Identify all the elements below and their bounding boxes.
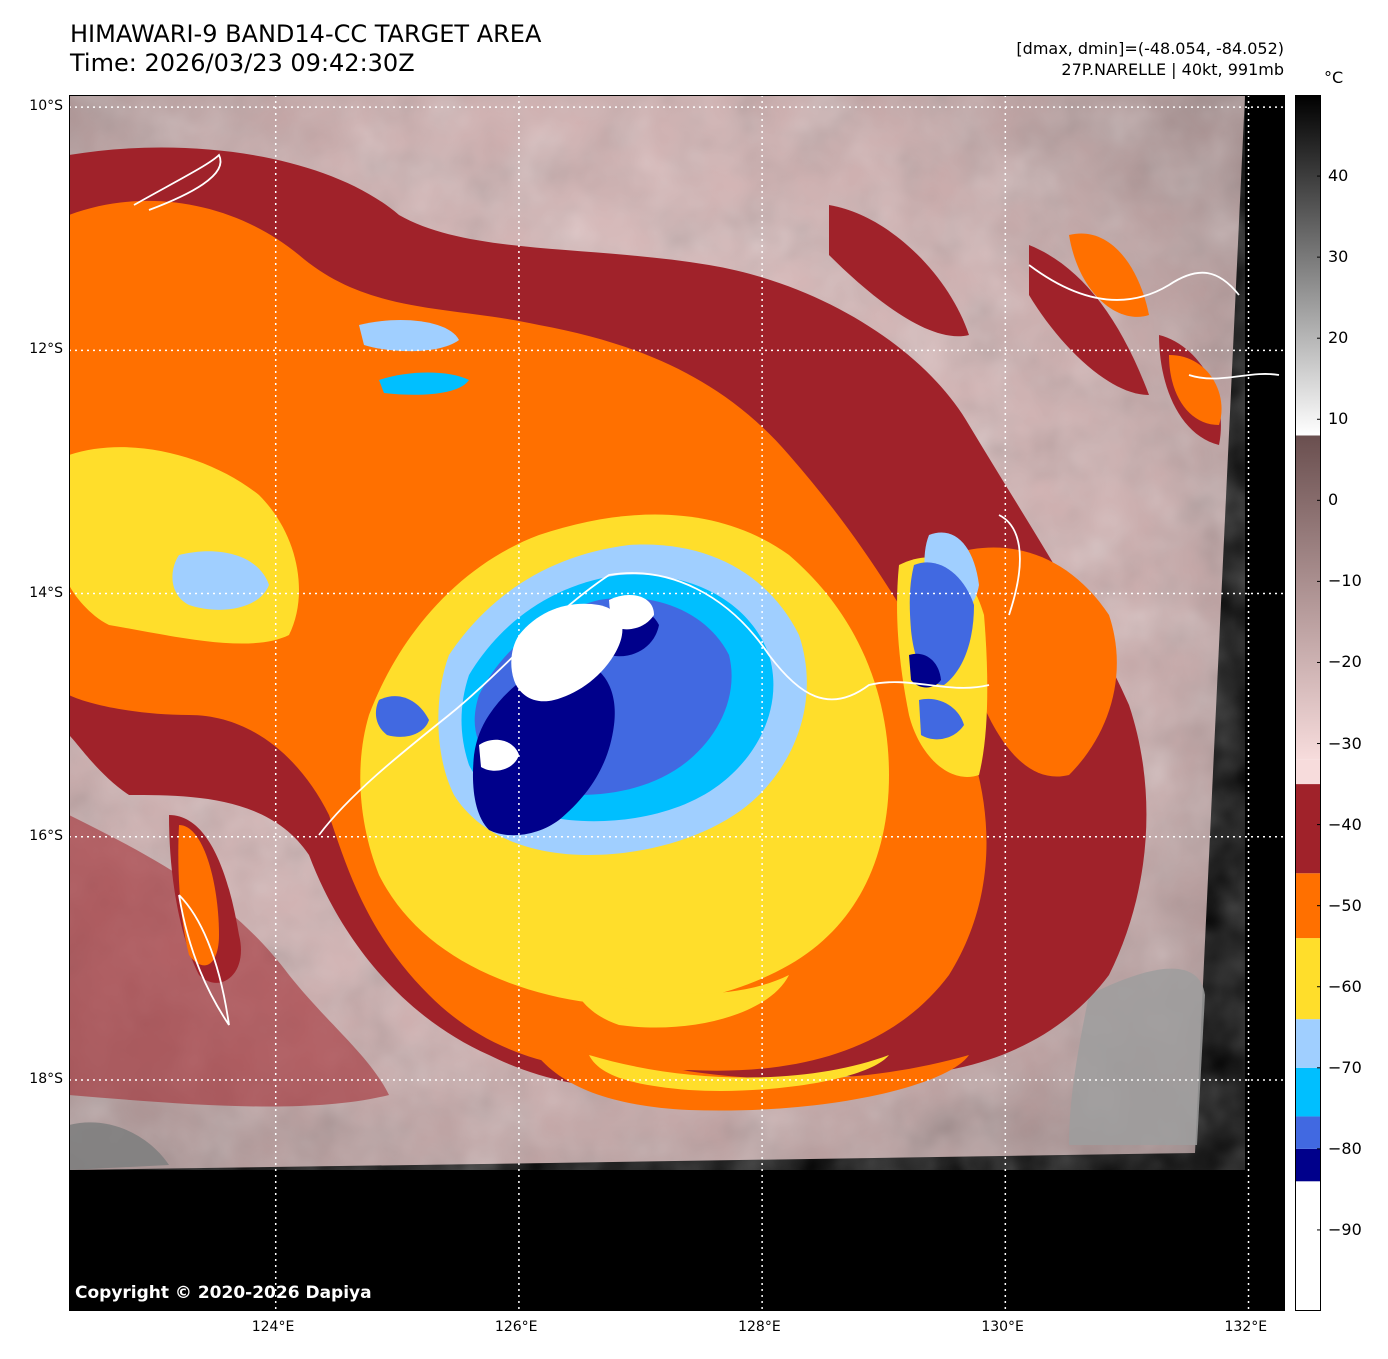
map-title: HIMAWARI-9 BAND14-CC TARGET AREA Time: 2… (70, 20, 541, 78)
copyright-text: Copyright © 2020-2026 Dapiya (75, 1283, 372, 1303)
colorbar-tick-label: −40 (1328, 814, 1362, 834)
colorbar-segment (1295, 873, 1321, 939)
lat-tick-label: 14°S (29, 584, 63, 601)
colorbar-tick-label: −50 (1328, 895, 1362, 915)
map-frame (69, 95, 1285, 1311)
colorbar-segment (1295, 435, 1321, 760)
colorbar-tick-label: −20 (1328, 652, 1362, 672)
satellite-image (69, 95, 1285, 1311)
lat-tick-label: 10°S (29, 98, 63, 115)
colorbar-tick-label: −10 (1328, 571, 1362, 591)
colorbar-tick-label: 30 (1328, 247, 1349, 267)
colorbar-tick-label: −60 (1328, 976, 1362, 996)
lon-tick-label: 124°E (251, 1319, 295, 1335)
dmax-dmin-text: [dmax, dmin]=(-48.054, -84.052) (1016, 39, 1284, 58)
lon-tick-label: 126°E (494, 1319, 538, 1335)
title-line-2: Time: 2026/03/23 09:42:30Z (70, 49, 415, 77)
colorbar-tick-label: −70 (1328, 1057, 1362, 1077)
colorbar-tick-label: 40 (1328, 166, 1349, 186)
coastline (133, 153, 1280, 1026)
lon-tick-label: 130°E (981, 1319, 1024, 1335)
colorbar-segment (1295, 1116, 1321, 1149)
colorbar-unit: °C (1324, 68, 1344, 87)
colorbar-segment (1295, 1148, 1321, 1182)
colorbar-segment (1295, 784, 1321, 874)
colorbar-tick-label: 10 (1328, 409, 1349, 429)
colorbar-tick-label: −30 (1328, 733, 1362, 753)
colorbar-segment (1295, 1019, 1321, 1068)
colorbar-tick-label: 20 (1328, 328, 1349, 348)
colorbar-segment (1295, 759, 1321, 785)
colorbar-segment (1295, 95, 1321, 436)
lon-tick-label: 128°E (738, 1319, 781, 1335)
colorbar-segment (1295, 1067, 1321, 1117)
lat-tick-label: 16°S (29, 827, 63, 844)
colorbar-segment (1295, 938, 1321, 1020)
satellite-map: Copyright © 2020-2026 Dapiya (69, 95, 1285, 1311)
lat-tick-label: 12°S (29, 341, 63, 358)
title-line-1: HIMAWARI-9 BAND14-CC TARGET AREA (70, 20, 542, 48)
cloud-field (69, 95, 1285, 1311)
lat-tick-label: 18°S (29, 1070, 63, 1087)
colorbar-tick-label: −80 (1328, 1138, 1362, 1158)
storm-info: [dmax, dmin]=(-48.054, -84.052) 27P.NARE… (1016, 38, 1284, 80)
colorbar (1295, 95, 1321, 1311)
storm-summary-text: 27P.NARELLE | 40kt, 991mb (1061, 60, 1284, 79)
colorbar-tick-label: 0 (1328, 490, 1339, 510)
colorbar-segment (1295, 1181, 1321, 1311)
graticule (69, 95, 1285, 1311)
colorbar-tick-label: −90 (1328, 1219, 1362, 1239)
lon-tick-label: 132°E (1224, 1319, 1268, 1335)
